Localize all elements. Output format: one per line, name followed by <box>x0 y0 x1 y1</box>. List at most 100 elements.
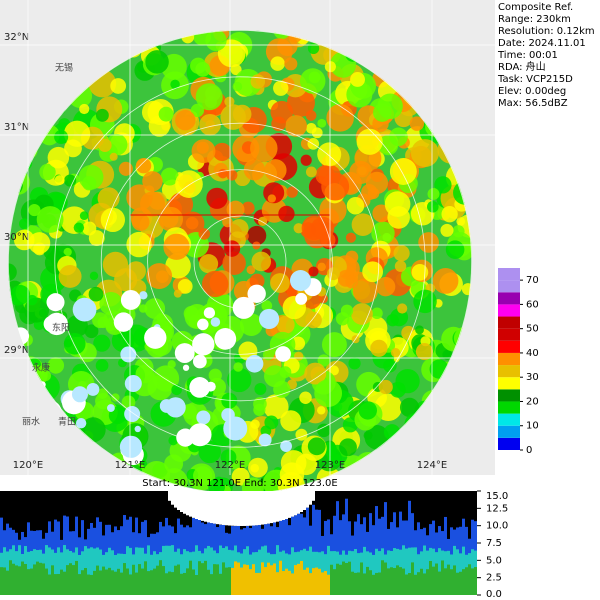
cross-section <box>0 491 477 595</box>
info-line: Time: 00:01 <box>497 50 558 61</box>
echo-cell <box>165 253 191 279</box>
info-line: Task: VCP215D <box>497 74 573 85</box>
echo-cell <box>362 261 384 283</box>
section-column <box>18 566 21 595</box>
section-column <box>219 573 222 595</box>
weak-echo <box>280 440 292 453</box>
echo-cell <box>93 334 111 352</box>
section-cone <box>270 491 273 524</box>
section-cone <box>225 491 228 526</box>
echo-cell <box>39 163 56 181</box>
weak-echo <box>86 383 100 396</box>
section-tick-label: 15.0 <box>486 491 508 502</box>
echo-cell <box>456 216 466 226</box>
section-cone <box>297 491 300 514</box>
echo-cell <box>250 74 266 89</box>
section-cone <box>213 491 216 524</box>
echo-cell <box>305 122 317 134</box>
info-line: Max: 56.5dBZ <box>498 98 568 109</box>
echo-cell <box>299 68 326 94</box>
section-column <box>24 563 27 595</box>
section-column <box>3 567 6 595</box>
echo-cell <box>121 395 136 410</box>
range-ring <box>100 122 380 402</box>
section-column <box>99 570 102 595</box>
echo-cell <box>413 289 437 314</box>
echo-cell <box>26 294 38 306</box>
echo-cell <box>363 430 373 441</box>
echo-cell <box>249 273 265 289</box>
section-column <box>105 569 108 595</box>
colorbar-segment <box>498 280 520 293</box>
colorbar-label: 40 <box>526 348 539 359</box>
section-column <box>441 560 444 595</box>
echo-cell <box>95 359 109 372</box>
echo-cell <box>156 312 166 323</box>
section-cone <box>222 491 225 525</box>
weak-echo <box>71 386 88 403</box>
section-cone <box>183 491 186 514</box>
section-column <box>309 546 312 595</box>
echo-cell <box>190 57 207 74</box>
overlay: 32°N 31°N 30°N 29°N 120°E 121°E 122°E 123°E 124°… <box>0 0 495 475</box>
echo-cell <box>253 397 267 411</box>
section-column <box>186 568 189 595</box>
echo-cell <box>252 241 261 250</box>
echo-cell <box>415 325 424 335</box>
section-cone <box>309 491 312 505</box>
weak-echo <box>192 333 215 356</box>
section-column <box>402 568 405 595</box>
colorbar-segment <box>498 304 520 317</box>
section-cone <box>276 491 279 522</box>
echo-cell <box>224 96 235 107</box>
section-column <box>117 568 120 595</box>
info-line: Elev: 0.00deg <box>498 86 566 97</box>
section-column <box>333 569 336 595</box>
section-column <box>39 562 42 595</box>
echo-cell <box>135 157 152 174</box>
section-column <box>255 572 258 595</box>
colorbar-label: 50 <box>526 324 539 335</box>
echo-cell <box>248 457 268 478</box>
echo-cell <box>202 270 229 298</box>
section-cone <box>186 491 189 516</box>
section-column <box>135 547 138 595</box>
weak-echo <box>245 354 264 373</box>
section-column <box>75 560 78 595</box>
section-column <box>315 567 318 595</box>
section-column <box>72 565 75 595</box>
section-column <box>138 564 141 595</box>
echo-cell <box>441 206 458 223</box>
section-cone <box>306 491 309 508</box>
place-label: 无锡 <box>55 63 73 74</box>
echo-cell <box>63 120 91 147</box>
echo-cell <box>82 221 97 236</box>
echo-cell <box>110 78 127 94</box>
section-column <box>141 568 144 595</box>
section-column <box>405 548 408 595</box>
section-column <box>423 545 426 595</box>
weak-echo <box>192 354 207 369</box>
section-column <box>294 565 297 595</box>
echo-cell <box>64 174 77 187</box>
colorbar-segment <box>498 365 520 378</box>
echo-cell <box>440 223 454 237</box>
section-cone <box>294 491 297 516</box>
echo-cell <box>317 406 326 415</box>
section-column <box>324 571 327 595</box>
echo-cell <box>389 127 408 147</box>
section-column <box>144 561 147 595</box>
section-column <box>414 574 417 595</box>
section-column <box>111 570 114 595</box>
section-column <box>291 573 294 595</box>
section-column <box>273 563 276 595</box>
echo-cell <box>254 382 267 395</box>
section-column <box>51 565 54 595</box>
echo-cell <box>352 278 378 304</box>
section-column <box>21 561 24 595</box>
section-column <box>471 568 474 595</box>
echo-cell <box>263 394 289 420</box>
section-column <box>36 561 39 595</box>
